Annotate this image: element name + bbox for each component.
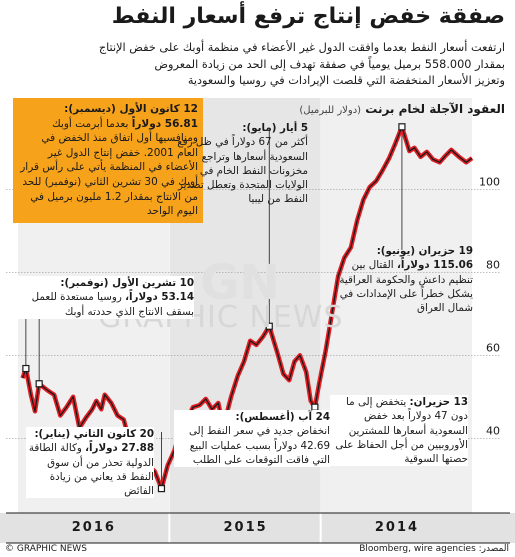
annotation-june-2014-value: 115.06 دولاراً، (396, 259, 473, 272)
page-title: صفقة خفض إنتاج ترفع أسعار النفط (111, 4, 505, 29)
y-tick-40: 40 (486, 424, 500, 437)
subtitle: ارتفعت أسعار النفط بعدما وافقت الدول غير… (10, 40, 505, 90)
annotation-june-2015: 13 حزيران: يتخفض إلى ما دون 47 دولاراً ب… (330, 395, 468, 467)
subtitle-line-2: بمقدار 558.000 برميل يومياً في صفقة تهدف… (154, 57, 505, 71)
event-marker (35, 380, 43, 388)
annotation-june-2014: 19 حزيران (يونيو): 115.06 دولاراً، القتا… (328, 244, 473, 315)
annotation-may-date: 5 أيار (مايو): (242, 122, 308, 134)
x-year-label-2015: 2015 (224, 520, 268, 535)
annotation-august-date: 24 آب (أغسطس): (235, 411, 330, 423)
year-strip (0, 513, 515, 543)
x-year-label-2016: 2016 (72, 520, 116, 535)
annotation-august-text: انخفاض جديد في سعر النفط إلى 42.69 دولار… (188, 425, 330, 466)
y-axis: 40 60 80 100 (479, 175, 500, 437)
event-marker (22, 364, 30, 373)
annotation-december-value: 56.81 دولاراً (131, 117, 198, 130)
annotation-december-text: بعدما أبرمت أوبك ومنافسيها أول اتفاق منذ… (20, 117, 198, 218)
annotation-june-2015-date: 13 حزيران: (409, 396, 468, 408)
x-axis: 2014 2015 2016 (6, 512, 510, 544)
annotation-november-text: روسيا مستعدة للعمل بسقف الانتاج الذي حدد… (31, 291, 194, 318)
subtitle-line-1: ارتفعت أسعار النفط بعدما وافقت الدول غير… (98, 41, 505, 54)
annotation-november-date: 10 تشرين الأول (نوفمبر): (60, 277, 194, 289)
annotation-june-2014-text: القتال بين تنظيم داعش والحكومة العراقية … (339, 259, 473, 315)
source: المصدر: Bloomberg, wire agencies (359, 544, 509, 554)
annotation-january-text: وكالة الطاقة الدولية تحذر من أن سوق النف… (28, 442, 154, 498)
y-tick-60: 60 (486, 341, 500, 354)
annotation-january-date: 20 كانون الثاني (يناير): (34, 428, 154, 440)
chart-title: العقود الآجلة لخام برنت (365, 102, 505, 116)
y-tick-100: 100 (479, 175, 500, 188)
annotation-january-value: 27.88 دولاراً، (85, 442, 154, 455)
annotation-january: 20 كانون الثاني (يناير): 27.88 دولاراً، … (26, 427, 154, 499)
subtitle-line-3: وتعزيز الأسعار المنخفضة التي قلصت الإيرا… (187, 74, 505, 87)
annotation-november: 10 تشرين الأول (نوفمبر): 53.14 دولاراً، … (14, 276, 194, 319)
annotation-december: 12 كانون الأول (ديسمبر): 56.81 دولاراً ب… (13, 98, 203, 223)
annotation-may-text: أكثر من 67 دولاراً في ظل رفع السعودية أس… (177, 136, 308, 206)
price-line (21, 126, 473, 490)
annotation-may: 5 أيار (مايو): أكثر من 67 دولاراً في ظل … (170, 121, 308, 207)
event-marker (265, 322, 273, 330)
annotation-november-value: 53.14 دولاراً، (125, 291, 194, 304)
event-marker (398, 123, 406, 131)
annotation-june-2015-text: يتخفض إلى ما دون 47 دولاراً بعد خفض السع… (335, 396, 468, 466)
y-tick-80: 80 (486, 258, 500, 271)
event-marker (157, 484, 166, 493)
annotation-august: 24 آب (أغسطس): انخفاض جديد في سعر النفط … (174, 410, 330, 468)
annotation-june-2014-date: 19 حزيران (يونيو): (376, 245, 473, 257)
watermark-logo: GN (200, 255, 280, 311)
chart-unit: (دولار للبرميل) (299, 105, 362, 116)
chart-heading: العقود الآجلة لخام برنت (دولار للبرميل) (299, 102, 505, 116)
x-year-label-2014: 2014 (375, 520, 419, 535)
annotation-december-date: 12 كانون الأول (ديسمبر): (64, 103, 198, 115)
copyright: © GRAPHIC NEWS (5, 544, 87, 554)
